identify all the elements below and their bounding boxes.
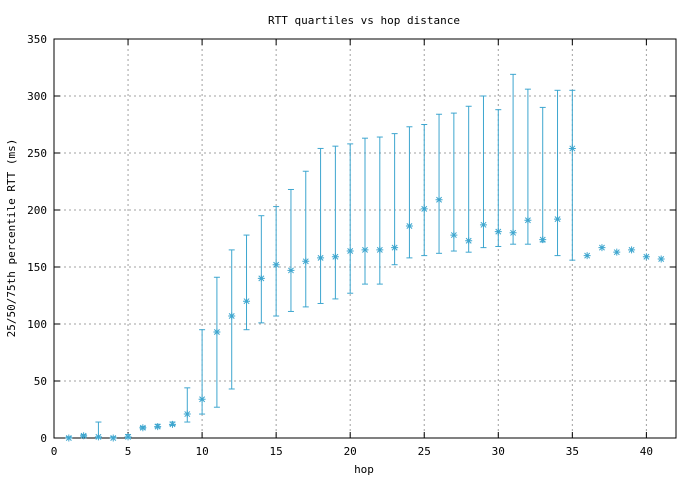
- x-tick-label: 10: [195, 445, 208, 458]
- median-point: [598, 244, 606, 252]
- x-tick-label: 0: [51, 445, 58, 458]
- x-tick-label: 20: [344, 445, 357, 458]
- median-point: [65, 434, 73, 442]
- median-point: [243, 297, 251, 305]
- x-tick-label: 15: [270, 445, 283, 458]
- median-point: [287, 266, 295, 274]
- median-point: [435, 196, 443, 204]
- median-point: [642, 253, 650, 261]
- y-tick-label: 300: [27, 90, 47, 103]
- median-point: [494, 228, 502, 236]
- median-point: [583, 252, 591, 260]
- median-point: [405, 222, 413, 230]
- y-tick-labels: 0 50 100 150 200 250 300 350: [27, 33, 47, 445]
- y-tick-label: 200: [27, 204, 47, 217]
- chart-title: RTT quartiles vs hop distance: [268, 14, 460, 27]
- median-point: [465, 237, 473, 245]
- y-axis-label: 25/50/75th percentile RTT (ms): [5, 139, 18, 338]
- median-point: [524, 216, 532, 224]
- y-tick-label: 150: [27, 261, 47, 274]
- median-point: [657, 255, 665, 263]
- median-point: [272, 261, 280, 269]
- median-point: [94, 433, 102, 441]
- median-point: [331, 253, 339, 261]
- x-tick-labels: 0 5 10 15 20 25 30 35 40: [51, 445, 653, 458]
- x-tick-label: 30: [492, 445, 505, 458]
- median-points: [65, 144, 665, 442]
- median-point: [613, 248, 621, 256]
- x-axis-label: hop: [354, 463, 374, 476]
- median-point: [554, 215, 562, 223]
- median-point: [80, 432, 88, 440]
- median-point: [198, 395, 206, 403]
- y-tick-label: 50: [34, 375, 47, 388]
- median-point: [139, 424, 147, 432]
- x-tick-label: 25: [418, 445, 431, 458]
- x-tick-label: 35: [566, 445, 579, 458]
- median-point: [302, 257, 310, 265]
- median-point: [420, 205, 428, 213]
- median-point: [183, 410, 191, 418]
- x-tick-label: 40: [640, 445, 653, 458]
- median-point: [168, 420, 176, 428]
- median-point: [228, 312, 236, 320]
- x-tick-label: 5: [125, 445, 132, 458]
- median-point: [257, 274, 265, 282]
- median-point: [509, 229, 517, 237]
- y-tick-label: 350: [27, 33, 47, 46]
- y-tick-label: 100: [27, 318, 47, 331]
- plot-frame: [53, 38, 677, 439]
- median-point: [376, 246, 384, 254]
- median-point: [568, 144, 576, 152]
- median-point: [539, 236, 547, 244]
- median-point: [450, 231, 458, 239]
- median-point: [391, 244, 399, 252]
- median-point: [628, 246, 636, 254]
- median-point: [317, 254, 325, 262]
- median-point: [213, 328, 221, 336]
- median-point: [346, 247, 354, 255]
- median-point: [361, 246, 369, 254]
- median-point: [124, 433, 132, 441]
- y-tick-label: 250: [27, 147, 47, 160]
- median-point: [154, 423, 162, 431]
- median-point: [109, 434, 117, 442]
- median-point: [479, 221, 487, 229]
- y-tick-label: 0: [40, 432, 47, 445]
